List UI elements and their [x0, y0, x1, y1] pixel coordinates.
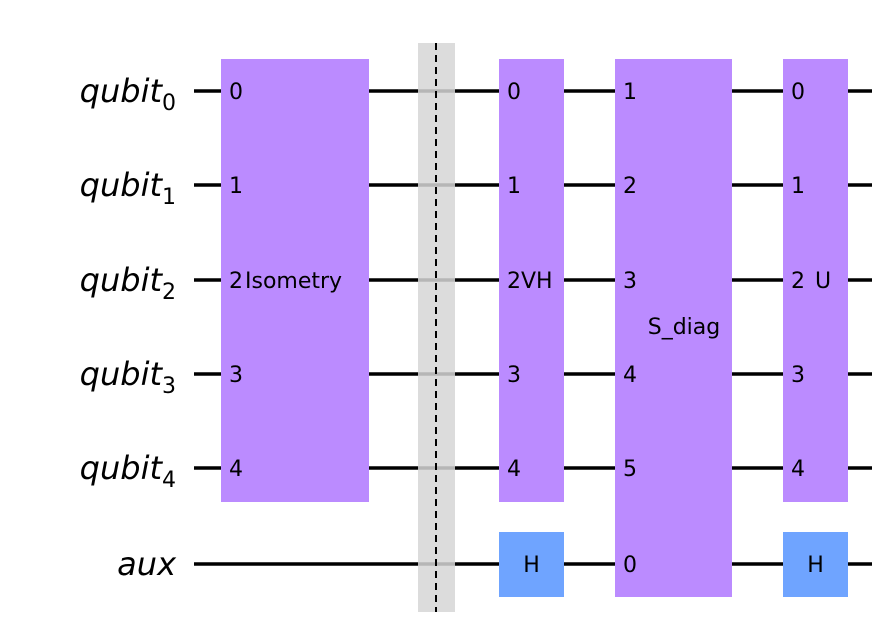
port-label: 1 [791, 174, 805, 199]
gate-u[interactable]: 0 1 2 3 4 U [783, 59, 848, 502]
label-aux: aux [117, 545, 177, 583]
port-label: 0 [507, 80, 521, 105]
gate-s-diag-box[interactable] [615, 59, 732, 597]
register-labels: qubit0 qubit1 qubit2 qubit3 qubit4 aux [80, 72, 177, 583]
port-label: 2 [507, 269, 521, 294]
label-qubit-0: qubit0 [80, 72, 176, 116]
port-label: 4 [507, 457, 521, 482]
port-label: 4 [623, 363, 637, 388]
port-label: 3 [623, 269, 637, 294]
port-label: 1 [229, 174, 243, 199]
port-label: 0 [623, 553, 637, 578]
port-label: 0 [229, 80, 243, 105]
port-label: 5 [623, 457, 637, 482]
port-label: 1 [507, 174, 521, 199]
gate-h-1[interactable]: H [499, 532, 564, 597]
label-qubit-2: qubit2 [80, 261, 176, 305]
label-qubit-4: qubit4 [80, 449, 176, 493]
gate-vh-box[interactable] [499, 59, 564, 502]
gate-u-name: U [815, 269, 831, 294]
port-label: 1 [623, 80, 637, 105]
gate-isometry-name: Isometry [245, 269, 342, 294]
port-label: 3 [507, 363, 521, 388]
gate-isometry-box[interactable] [221, 59, 369, 502]
port-label: 3 [229, 363, 243, 388]
gate-h-1-box[interactable] [499, 532, 564, 597]
port-label: 2 [623, 174, 637, 199]
gate-s-diag-name: S_diag [648, 315, 721, 340]
gate-vh-name: VH [521, 269, 553, 294]
barrier [418, 43, 455, 612]
gate-h-1-name: H [523, 553, 540, 578]
port-label: 4 [791, 457, 805, 482]
port-label: 2 [791, 269, 805, 294]
gate-h-2-name: H [807, 553, 824, 578]
port-label: 4 [229, 457, 243, 482]
gate-h-2[interactable]: H [783, 532, 848, 597]
label-qubit-3: qubit3 [80, 355, 176, 399]
gate-h-2-box[interactable] [783, 532, 848, 597]
gate-s-diag[interactable]: 1 2 3 4 5 0 S_diag [615, 59, 732, 597]
gate-u-box[interactable] [783, 59, 848, 502]
gate-isometry[interactable]: 0 1 2 3 4 Isometry [221, 59, 369, 502]
port-label: 2 [229, 269, 243, 294]
gate-vh[interactable]: 0 1 2 3 4 VH [499, 59, 564, 502]
port-label: 0 [791, 80, 805, 105]
label-qubit-1: qubit1 [80, 166, 176, 210]
port-label: 3 [791, 363, 805, 388]
